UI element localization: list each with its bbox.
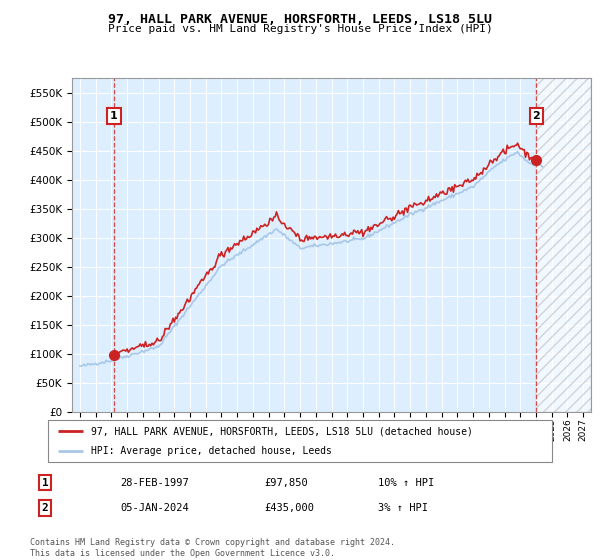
Text: 2: 2 <box>532 111 540 121</box>
Bar <box>536 78 591 412</box>
Text: 3% ↑ HPI: 3% ↑ HPI <box>378 503 428 513</box>
Text: 1: 1 <box>110 111 118 121</box>
Text: 28-FEB-1997: 28-FEB-1997 <box>120 478 189 488</box>
Text: 05-JAN-2024: 05-JAN-2024 <box>120 503 189 513</box>
Text: £435,000: £435,000 <box>264 503 314 513</box>
Text: Contains HM Land Registry data © Crown copyright and database right 2024.
This d: Contains HM Land Registry data © Crown c… <box>30 538 395 558</box>
Text: 10% ↑ HPI: 10% ↑ HPI <box>378 478 434 488</box>
FancyBboxPatch shape <box>48 420 552 462</box>
Text: 1: 1 <box>41 478 49 488</box>
Text: £97,850: £97,850 <box>264 478 308 488</box>
Text: Price paid vs. HM Land Registry's House Price Index (HPI): Price paid vs. HM Land Registry's House … <box>107 24 493 34</box>
Text: 97, HALL PARK AVENUE, HORSFORTH, LEEDS, LS18 5LU: 97, HALL PARK AVENUE, HORSFORTH, LEEDS, … <box>108 12 492 26</box>
Text: 2: 2 <box>41 503 49 513</box>
Text: HPI: Average price, detached house, Leeds: HPI: Average price, detached house, Leed… <box>91 446 332 456</box>
Text: 97, HALL PARK AVENUE, HORSFORTH, LEEDS, LS18 5LU (detached house): 97, HALL PARK AVENUE, HORSFORTH, LEEDS, … <box>91 426 473 436</box>
